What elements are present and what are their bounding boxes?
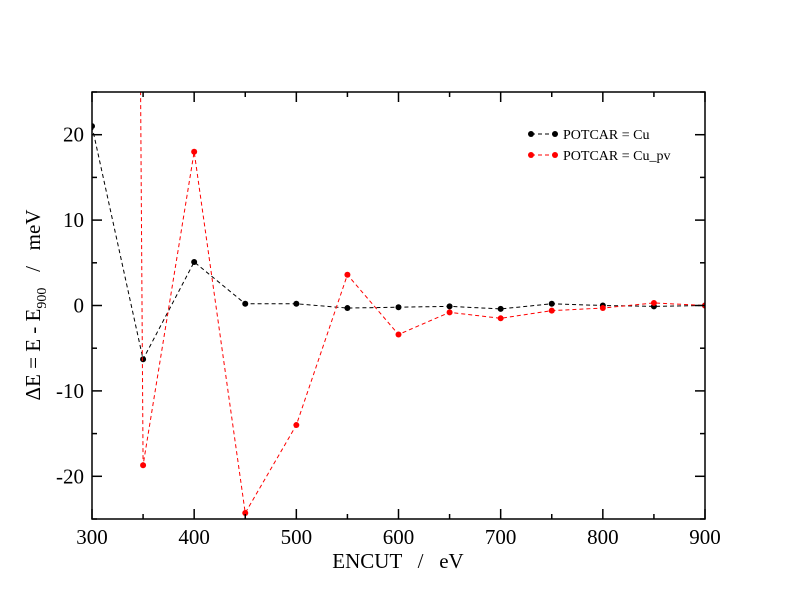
- series-line: [140, 92, 705, 515]
- data-point: [497, 305, 504, 312]
- y-label-sub: 900: [35, 288, 50, 309]
- data-point: [446, 309, 453, 316]
- y-tick-label: -10: [56, 379, 84, 403]
- data-point: [140, 462, 147, 469]
- data-point: [191, 148, 198, 155]
- x-tick-label: 900: [689, 525, 721, 549]
- data-point: [650, 299, 657, 306]
- data-point: [497, 315, 504, 322]
- x-tick-label: 300: [76, 525, 108, 549]
- legend-marker: [528, 131, 534, 137]
- legend-label: POTCAR = Cu: [563, 128, 649, 143]
- y-tick-label: 10: [63, 208, 84, 232]
- data-point: [344, 305, 351, 312]
- legend-marker: [552, 131, 558, 137]
- x-tick-label: 400: [178, 525, 210, 549]
- legend-label: POTCAR = Cu_pv: [563, 149, 670, 164]
- data-point: [599, 305, 606, 312]
- data-point: [140, 356, 147, 363]
- y-axis-label: ΔE = E - E900 / meV: [21, 210, 50, 401]
- data-point: [395, 331, 402, 338]
- x-axis-label: ENCUT / eV: [332, 549, 463, 573]
- legend-marker: [528, 152, 534, 158]
- x-tick-label: 800: [587, 525, 619, 549]
- x-tick-label: 500: [281, 525, 313, 549]
- data-point: [395, 304, 402, 311]
- y-tick-label: -20: [56, 464, 84, 488]
- data-point: [344, 271, 351, 278]
- data-point: [242, 510, 249, 517]
- data-point: [548, 300, 555, 307]
- x-tick-label: 700: [485, 525, 517, 549]
- data-point: [191, 258, 198, 265]
- legend-marker: [552, 152, 558, 158]
- y-label-unit: / meV: [21, 210, 45, 288]
- data-point: [242, 300, 249, 307]
- data-point: [293, 300, 300, 307]
- x-tick-label: 600: [383, 525, 415, 549]
- y-label-main: ΔE = E - E: [21, 309, 45, 401]
- y-tick-label: 0: [74, 294, 85, 318]
- y-tick-label: 20: [63, 123, 84, 147]
- plot-area: [92, 92, 705, 517]
- data-point: [293, 422, 300, 429]
- data-point: [548, 307, 555, 314]
- data-point: [446, 303, 453, 310]
